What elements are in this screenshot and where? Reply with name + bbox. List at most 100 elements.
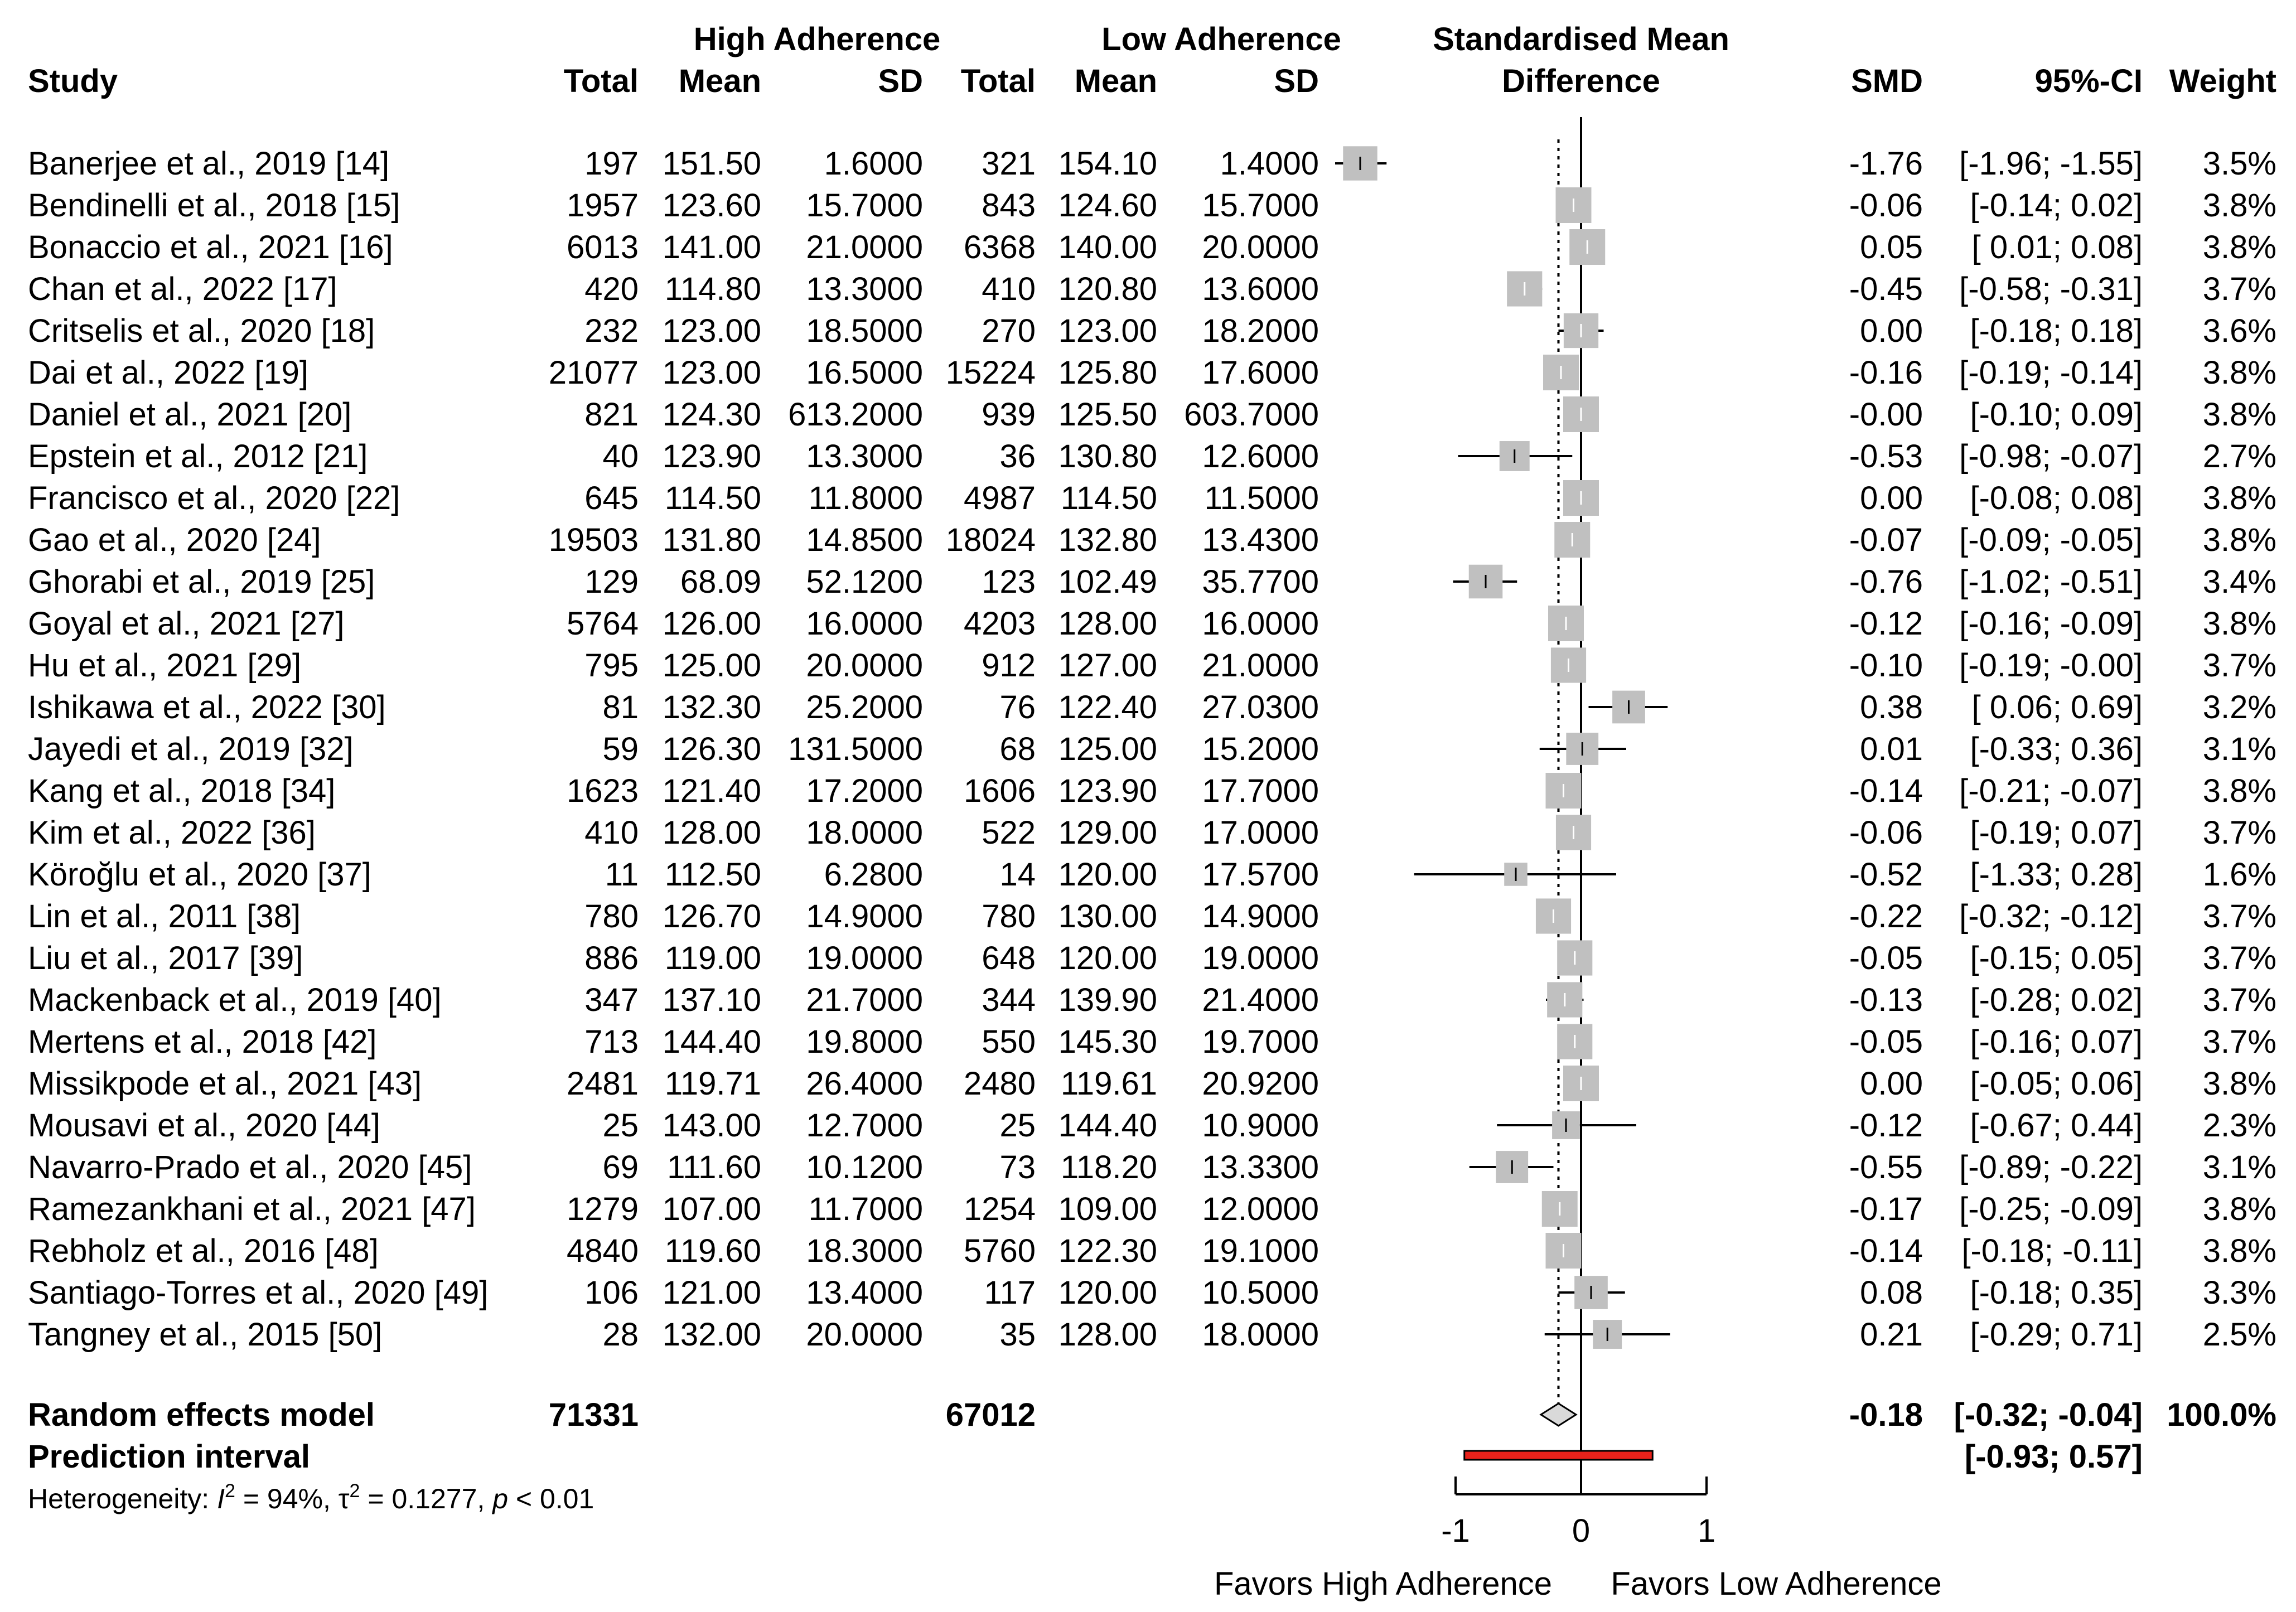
weight-value: 3.8% bbox=[2203, 606, 2276, 642]
sd-low: 1.4000 bbox=[1220, 146, 1319, 182]
mean-low: 145.30 bbox=[1058, 1024, 1157, 1060]
total-high: 197 bbox=[584, 146, 639, 182]
ci-value: [-0.25; -0.09] bbox=[1959, 1191, 2143, 1227]
total-high: 780 bbox=[584, 898, 639, 935]
smd-value: 0.38 bbox=[1860, 689, 1923, 725]
total-low: 2480 bbox=[964, 1066, 1036, 1102]
total-high: 59 bbox=[602, 731, 639, 767]
mean-high: 143.00 bbox=[663, 1107, 761, 1144]
table-row: Missikpode et al., 2021 [43] 2481 119.71 26… bbox=[28, 1066, 2276, 1102]
sd-high: 15.7000 bbox=[806, 187, 923, 224]
study-name: Kim et al., 2022 [36] bbox=[28, 815, 316, 851]
ci-value: [-1.96; -1.55] bbox=[1959, 146, 2143, 182]
table-row: Daniel et al., 2021 [20] 821 124.30 613.200… bbox=[28, 396, 2276, 433]
ci-value: [-0.05; 0.06] bbox=[1970, 1066, 2143, 1102]
study-name: Chan et al., 2022 [17] bbox=[28, 271, 337, 307]
table-row: Epstein et al., 2012 [21] 40 123.90 13.3000… bbox=[28, 438, 2276, 475]
mean-low: 114.50 bbox=[1061, 480, 1157, 516]
mean-low: 139.90 bbox=[1058, 982, 1157, 1018]
sd-high: 52.1200 bbox=[806, 564, 923, 600]
mean-low: 130.80 bbox=[1058, 438, 1157, 475]
table-row: Gao et al., 2020 [24] 19503 131.80 14.8500 1… bbox=[28, 522, 2276, 558]
x-tick-label: 1 bbox=[1698, 1513, 1715, 1549]
total-low: 76 bbox=[999, 689, 1036, 725]
heterogeneity-tau2: = 0.1277, bbox=[368, 1483, 492, 1514]
table-row: Bendinelli et al., 2018 [15] 1957 123.60 15… bbox=[28, 187, 2276, 224]
heterogeneity-p: < 0.01 bbox=[516, 1483, 594, 1514]
table-row: Ramezankhani et al., 2021 [47] 1279 107.00… bbox=[28, 1191, 2276, 1227]
ci-value: [-0.15; 0.05] bbox=[1970, 940, 2143, 976]
study-name: Bonaccio et al., 2021 [16] bbox=[28, 229, 393, 265]
study-name: Ghorabi et al., 2019 [25] bbox=[28, 564, 375, 600]
total-low: 25 bbox=[999, 1107, 1036, 1144]
study-name: Critselis et al., 2020 [18] bbox=[28, 313, 375, 349]
weight-value: 3.7% bbox=[2203, 271, 2276, 307]
pooled-label: Random effects model bbox=[28, 1397, 375, 1433]
smd-value: -0.53 bbox=[1849, 438, 1923, 475]
weight-value: 3.8% bbox=[2203, 355, 2276, 391]
plot-marks: -1 0 1 bbox=[1335, 117, 1715, 1549]
sd-low: 17.6000 bbox=[1202, 355, 1319, 391]
sd-low: 27.0300 bbox=[1202, 689, 1319, 725]
total-high: 4840 bbox=[567, 1233, 639, 1269]
sd-high: 1.6000 bbox=[824, 146, 923, 182]
smd-value: -0.55 bbox=[1849, 1149, 1923, 1185]
total-high: 129 bbox=[584, 564, 639, 600]
smd-value: -0.06 bbox=[1849, 187, 1923, 224]
mean-high: 121.00 bbox=[663, 1275, 761, 1311]
smd-value: -0.12 bbox=[1849, 1107, 1923, 1144]
sd-high: 13.4000 bbox=[806, 1275, 923, 1311]
table-row: Santiago-Torres et al., 2020 [49] 106 121.… bbox=[28, 1275, 2276, 1311]
sd-high: 11.8000 bbox=[809, 480, 923, 516]
mean-low: 125.80 bbox=[1058, 355, 1157, 391]
mean-low: 140.00 bbox=[1058, 229, 1157, 265]
smd-value: 0.00 bbox=[1860, 480, 1923, 516]
weight-value: 3.7% bbox=[2203, 647, 2276, 684]
weight-value: 3.8% bbox=[2203, 229, 2276, 265]
sd-low: 19.7000 bbox=[1202, 1024, 1319, 1060]
study-name: Mousavi et al., 2020 [44] bbox=[28, 1107, 380, 1144]
smd-value: 0.08 bbox=[1860, 1275, 1923, 1311]
weight-value: 2.3% bbox=[2203, 1107, 2276, 1144]
weight-value: 3.8% bbox=[2203, 480, 2276, 516]
mean-high: 137.10 bbox=[663, 982, 761, 1018]
header-mean-high: Mean bbox=[679, 63, 761, 99]
ci-value: [-0.19; -0.14] bbox=[1959, 355, 2143, 391]
total-high: 28 bbox=[602, 1316, 639, 1353]
axis-labels: Favors High Adherence Favors Low Adheren… bbox=[1214, 1566, 1942, 1602]
sd-low: 18.0000 bbox=[1202, 1316, 1319, 1353]
table-row: Kang et al., 2018 [34] 1623 121.40 17.2000 1… bbox=[28, 773, 2276, 809]
total-high: 106 bbox=[584, 1275, 639, 1311]
weight-value: 3.8% bbox=[2203, 1066, 2276, 1102]
pooled-total-low: 67012 bbox=[946, 1397, 1036, 1433]
total-low: 550 bbox=[982, 1024, 1036, 1060]
ci-value: [-0.10; 0.09] bbox=[1970, 396, 2143, 433]
ci-value: [-0.16; 0.07] bbox=[1970, 1024, 2143, 1060]
sd-high: 17.2000 bbox=[806, 773, 923, 809]
study-name: Köroğlu et al., 2020 [37] bbox=[28, 856, 371, 893]
total-low: 14 bbox=[999, 856, 1036, 893]
total-high: 821 bbox=[584, 396, 639, 433]
mean-high: 119.00 bbox=[665, 940, 761, 976]
smd-value: -0.16 bbox=[1849, 355, 1923, 391]
smd-value: -0.22 bbox=[1849, 898, 1923, 935]
study-name: Ramezankhani et al., 2021 [47] bbox=[28, 1191, 476, 1227]
sd-high: 10.1200 bbox=[806, 1149, 923, 1185]
sd-high: 16.5000 bbox=[806, 355, 923, 391]
sd-low: 11.5000 bbox=[1205, 480, 1319, 516]
smd-value: -0.12 bbox=[1849, 606, 1923, 642]
x-tick-label: -1 bbox=[1441, 1513, 1470, 1549]
sd-high: 6.2800 bbox=[824, 856, 923, 893]
study-name: Rebholz et al., 2016 [48] bbox=[28, 1233, 379, 1269]
sd-low: 13.3300 bbox=[1202, 1149, 1319, 1185]
sd-low: 14.9000 bbox=[1202, 898, 1319, 935]
sd-high: 14.9000 bbox=[806, 898, 923, 935]
sd-low: 15.7000 bbox=[1202, 187, 1319, 224]
study-name: Goyal et al., 2021 [27] bbox=[28, 606, 344, 642]
mean-low: 119.61 bbox=[1061, 1066, 1157, 1102]
weight-value: 3.1% bbox=[2203, 1149, 2276, 1185]
smd-value: -0.07 bbox=[1849, 522, 1923, 558]
mean-high: 126.00 bbox=[663, 606, 761, 642]
smd-value: 0.21 bbox=[1860, 1316, 1923, 1353]
total-high: 5764 bbox=[567, 606, 639, 642]
